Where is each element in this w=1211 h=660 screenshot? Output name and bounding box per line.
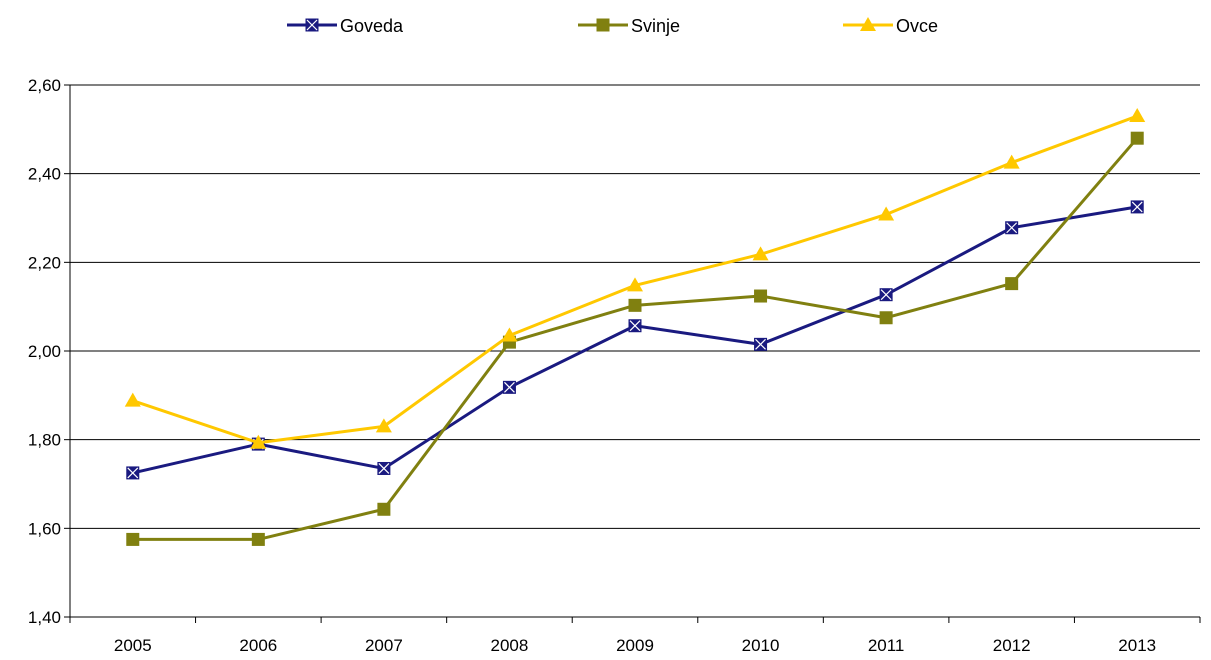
marker-cross-line — [504, 381, 515, 393]
legend-label-ovce: Ovce — [896, 16, 938, 36]
marker-cross-line — [306, 19, 318, 31]
x-tick-label: 2006 — [239, 636, 277, 655]
data-point-goveda-cross — [1131, 201, 1143, 213]
marker-cross-line — [880, 289, 892, 301]
data-point-svinje — [377, 502, 391, 516]
series-line-svinje — [132, 137, 1139, 541]
legend: Goveda Svinje Ovce — [287, 16, 938, 36]
data-point-ovce — [627, 277, 643, 292]
y-tick-label: 2,40 — [28, 165, 61, 184]
data-point-ovce — [752, 246, 769, 261]
data-point-svinje — [1005, 277, 1019, 291]
data-point-ovce — [1129, 108, 1146, 123]
data-point-goveda-cross — [378, 463, 390, 474]
data-point-ovce — [1003, 154, 1020, 169]
legend-marker-goveda-cross — [306, 19, 318, 31]
legend-label-goveda: Goveda — [340, 16, 404, 36]
data-point-ovce — [878, 206, 895, 221]
data-point-ovce — [501, 327, 518, 342]
data-point-goveda-cross — [755, 338, 766, 350]
x-tick-label: 2012 — [993, 636, 1031, 655]
y-tick-label: 2,20 — [28, 253, 61, 272]
legend-label-svinje: Svinje — [631, 16, 680, 36]
y-tick-label: 2,00 — [28, 342, 61, 361]
data-point-ovce — [375, 418, 392, 433]
series-line-goveda — [132, 205, 1138, 475]
data-point-ovce — [250, 434, 267, 449]
x-tick-label: 2007 — [365, 636, 403, 655]
y-tick-label: 1,40 — [28, 608, 61, 627]
marker-cross-line — [127, 467, 139, 479]
data-point-goveda-cross — [1006, 222, 1018, 234]
marker-cross-line — [378, 463, 390, 474]
y-tick-label: 1,80 — [28, 431, 61, 450]
legend-marker-ovce — [860, 17, 876, 31]
x-tick-label: 2005 — [114, 636, 152, 655]
x-tick-label: 2013 — [1118, 636, 1156, 655]
marker-cross-line — [629, 320, 641, 332]
y-tick-label: 1,60 — [28, 519, 61, 538]
data-point-svinje — [1130, 131, 1144, 145]
data-point-svinje — [754, 289, 768, 303]
x-tick-label: 2008 — [491, 636, 529, 655]
data-point-goveda-cross — [127, 467, 139, 479]
marker-cross-line — [1006, 222, 1018, 234]
x-tick-label: 2009 — [616, 636, 654, 655]
data-point-goveda-cross — [880, 289, 892, 301]
data-point-svinje — [251, 532, 265, 546]
y-tick-label: 2,60 — [28, 76, 61, 95]
axes: 1,40 1,60 1,80 2,00 2,20 2,40 2,60 2005 2006 2007… — [28, 76, 1201, 655]
data-point-svinje — [879, 311, 893, 325]
x-tick-label: 2011 — [868, 636, 905, 655]
data-point-svinje — [126, 532, 140, 546]
data-point-goveda-cross — [504, 381, 515, 393]
data-point-svinje — [628, 298, 642, 312]
marker-cross-line — [755, 338, 766, 350]
data-point-goveda-cross — [629, 320, 641, 332]
legend-marker-svinje — [596, 18, 610, 32]
series-layer — [124, 108, 1146, 546]
data-point-ovce — [124, 392, 141, 407]
x-tick-label: 2010 — [742, 636, 780, 655]
marker-cross-line — [1131, 201, 1143, 213]
